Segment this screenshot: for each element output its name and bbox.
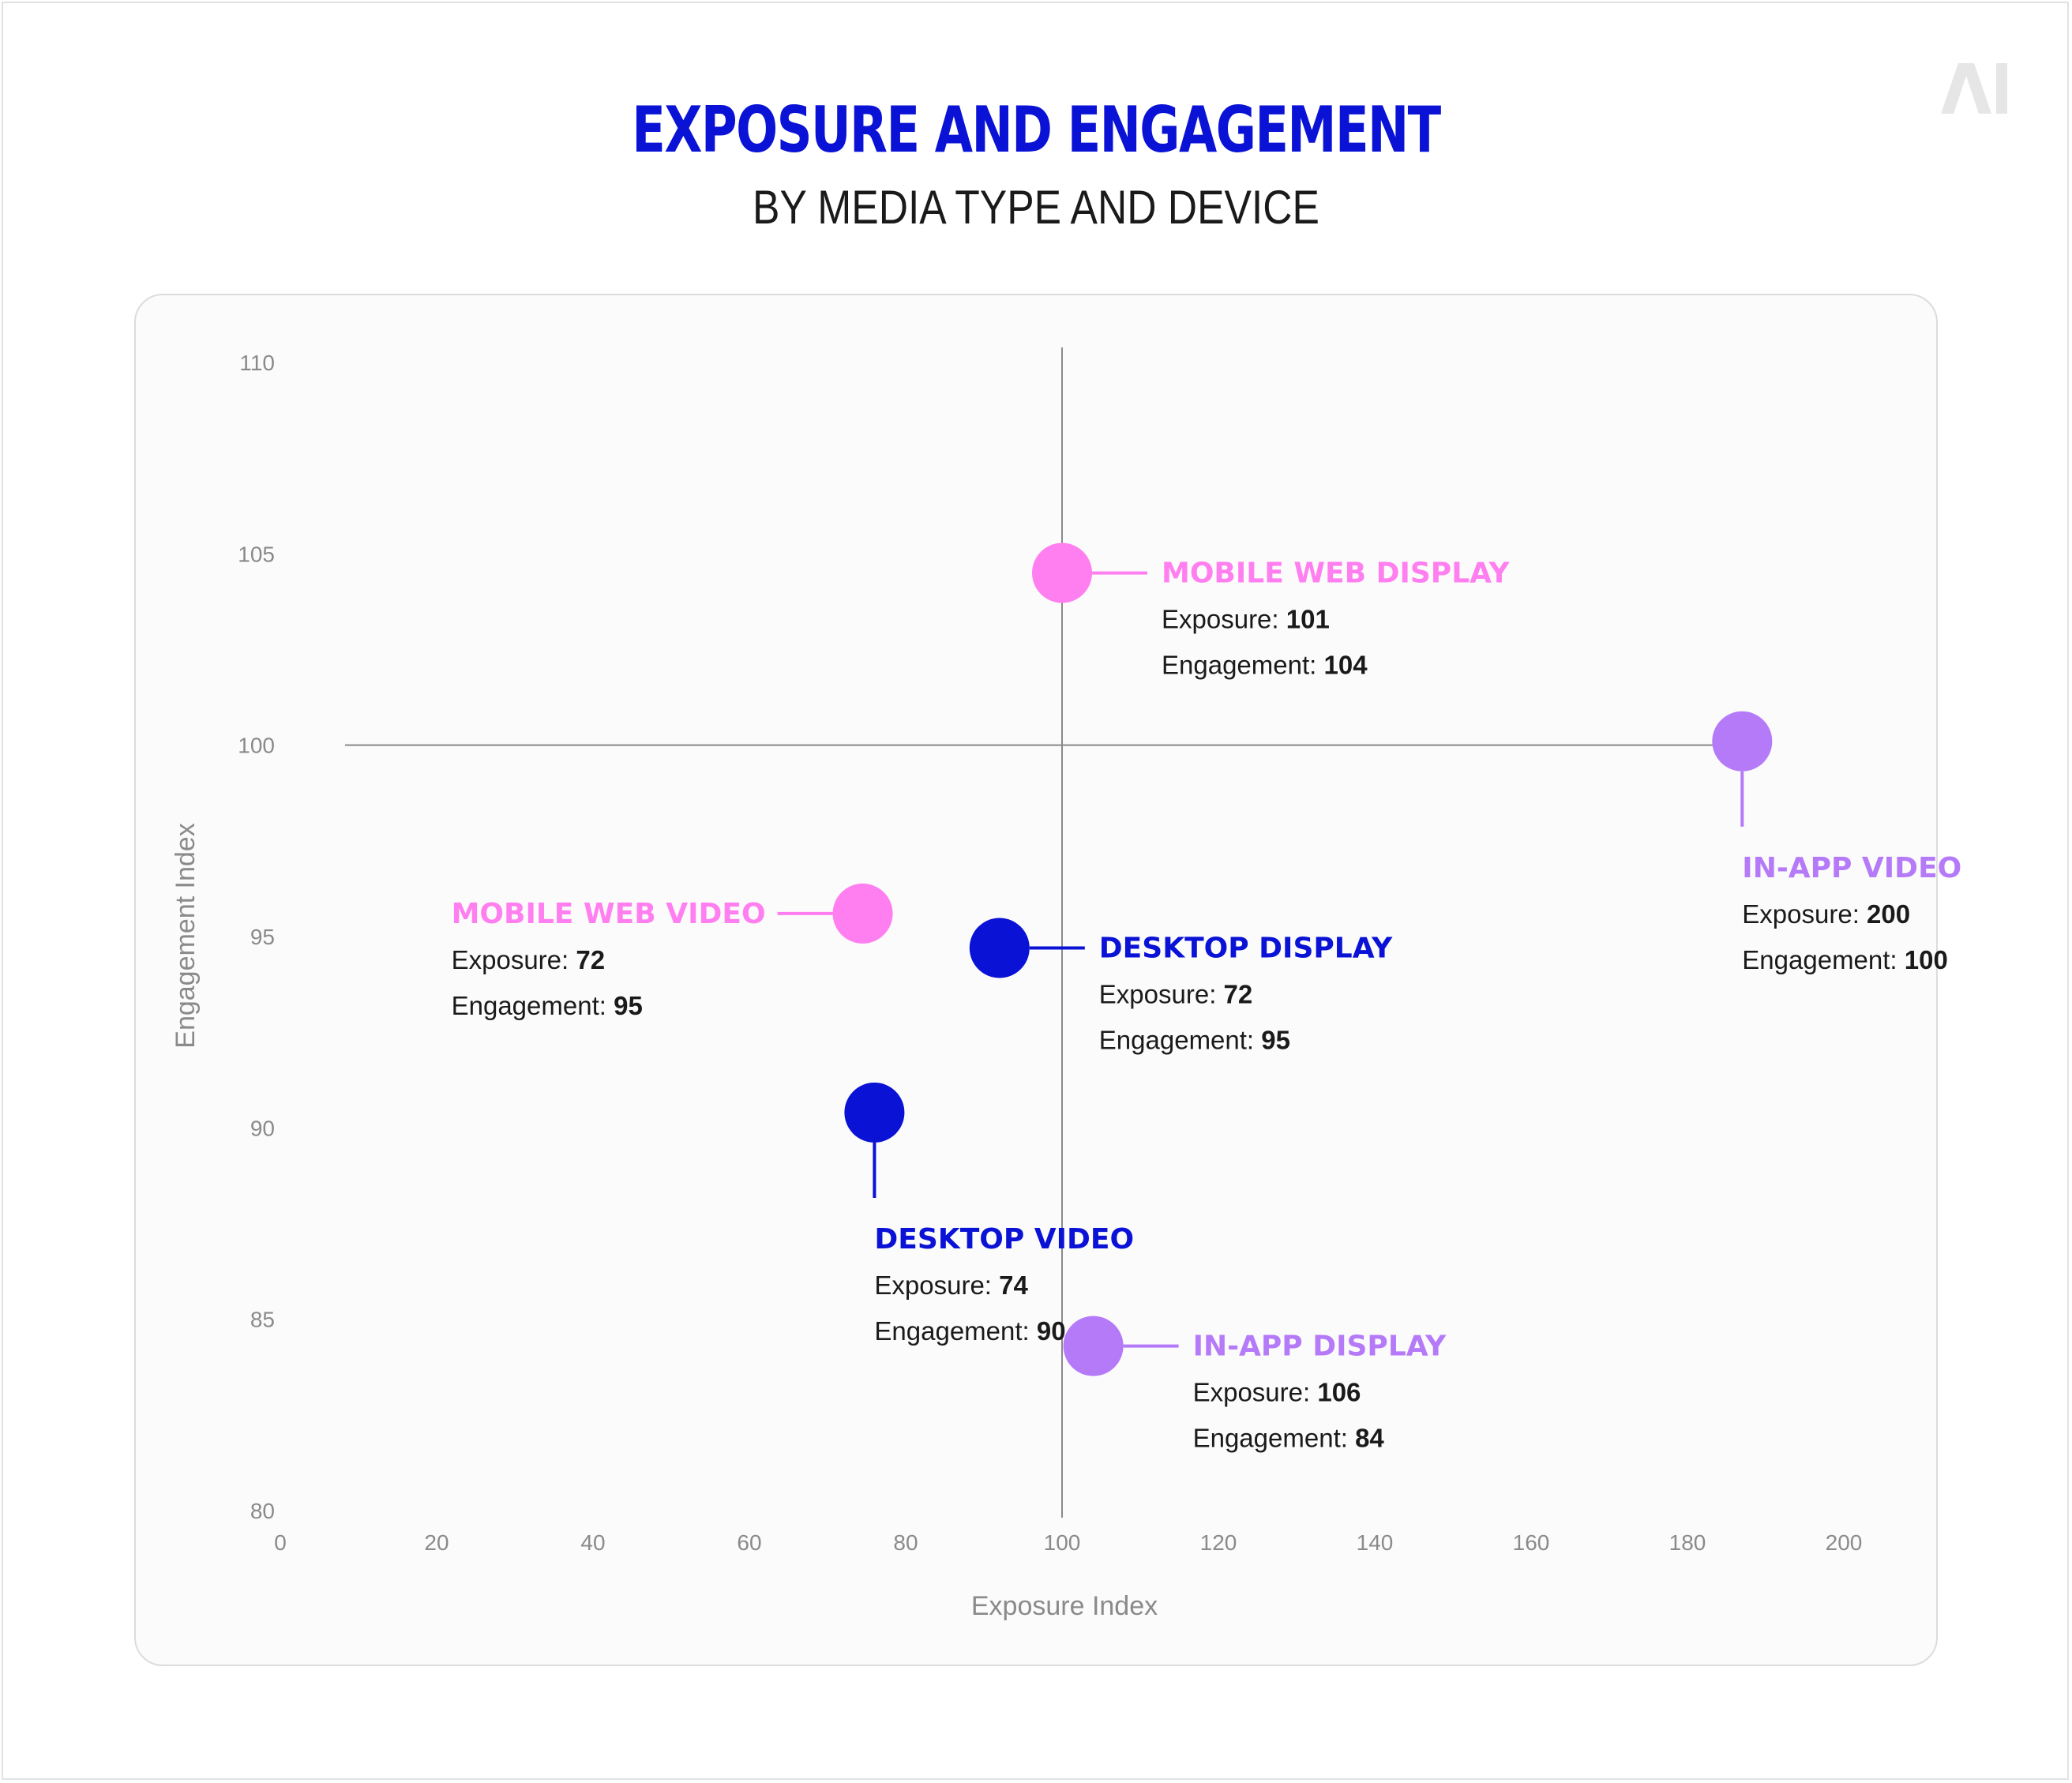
- x-tick-label: 40: [580, 1530, 605, 1555]
- scatter-dot: [1032, 542, 1092, 603]
- x-tick-label: 0: [274, 1530, 287, 1555]
- point-in-app-display: IN-APP DISPLAY Exposure: 106 Engagement: 8…: [1063, 1316, 1447, 1453]
- y-tick-label: 80: [250, 1499, 275, 1523]
- point-label: DESKTOP VIDEO: [874, 1223, 1134, 1256]
- point-label: MOBILE WEB DISPLAY: [1162, 557, 1511, 590]
- x-axis-ticks: 0 20 40 60 80 100 120 140 160 180 200: [274, 1530, 1862, 1555]
- exposure-value: Exposure: 74: [874, 1271, 1028, 1300]
- engagement-value: Engagement: 90: [874, 1316, 1065, 1346]
- point-mobile-web-display: MOBILE WEB DISPLAY Exposure: 101 Engagemen…: [1032, 542, 1511, 680]
- x-tick-label: 20: [424, 1530, 449, 1555]
- y-tick-label: 90: [250, 1116, 275, 1140]
- y-tick-label: 110: [239, 351, 275, 375]
- reference-lines: [345, 347, 1714, 1518]
- scatter-dot: [832, 883, 893, 944]
- exposure-value: Exposure: 200: [1742, 899, 1910, 929]
- x-tick-label: 140: [1357, 1530, 1394, 1555]
- chart-title: EXPOSURE AND ENGAGEMENT: [632, 93, 1441, 167]
- point-label: MOBILE WEB VIDEO: [452, 898, 766, 930]
- x-tick-label: 120: [1200, 1530, 1237, 1555]
- logo-icon: [1941, 63, 2007, 114]
- scatter-dot: [1712, 711, 1773, 771]
- point-label: IN-APP DISPLAY: [1193, 1331, 1447, 1363]
- chart-subtitle: BY MEDIA TYPE AND DEVICE: [753, 181, 1319, 234]
- engagement-value: Engagement: 100: [1742, 945, 1948, 974]
- data-points: MOBILE WEB DISPLAY Exposure: 101 Engagemen…: [452, 542, 1961, 1453]
- y-tick-label: 105: [238, 542, 275, 566]
- exposure-value: Exposure: 101: [1162, 605, 1330, 634]
- scatter-dot: [969, 918, 1030, 978]
- point-mobile-web-video: MOBILE WEB VIDEO Exposure: 72 Engagement: …: [452, 883, 893, 1020]
- point-desktop-display: DESKTOP DISPLAY Exposure: 72 Engagement: 9…: [969, 918, 1393, 1055]
- x-tick-label: 180: [1669, 1530, 1706, 1555]
- scatter-dot: [844, 1082, 905, 1143]
- engagement-value: Engagement: 95: [452, 991, 643, 1020]
- x-axis-title: Exposure Index: [971, 1591, 1158, 1621]
- point-label: DESKTOP DISPLAY: [1099, 933, 1393, 965]
- engagement-value: Engagement: 84: [1193, 1424, 1385, 1453]
- x-tick-label: 80: [893, 1530, 918, 1555]
- chart-panel: [134, 294, 1938, 1666]
- scatter-dot: [1063, 1316, 1124, 1376]
- engagement-value: Engagement: 104: [1162, 651, 1368, 680]
- x-tick-label: 200: [1826, 1530, 1863, 1555]
- exposure-value: Exposure: 72: [1099, 980, 1252, 1009]
- point-in-app-video: IN-APP VIDEO Exposure: 200 Engagement: 100: [1712, 711, 1961, 974]
- x-tick-label: 60: [737, 1530, 761, 1555]
- y-axis-title: Engagement Index: [171, 823, 201, 1048]
- exposure-value: Exposure: 106: [1193, 1378, 1361, 1407]
- point-desktop-video: DESKTOP VIDEO Exposure: 74 Engagement: 90: [844, 1082, 1134, 1346]
- y-tick-label: 95: [250, 925, 275, 949]
- point-label: IN-APP VIDEO: [1742, 852, 1961, 884]
- y-tick-label: 85: [250, 1308, 275, 1332]
- engagement-value: Engagement: 95: [1099, 1026, 1290, 1055]
- y-axis-ticks: 80 85 90 95 100 105 110: [238, 351, 275, 1523]
- x-tick-label: 100: [1044, 1530, 1081, 1555]
- exposure-value: Exposure: 72: [452, 945, 605, 974]
- x-tick-label: 160: [1513, 1530, 1550, 1555]
- y-tick-label: 100: [238, 734, 275, 758]
